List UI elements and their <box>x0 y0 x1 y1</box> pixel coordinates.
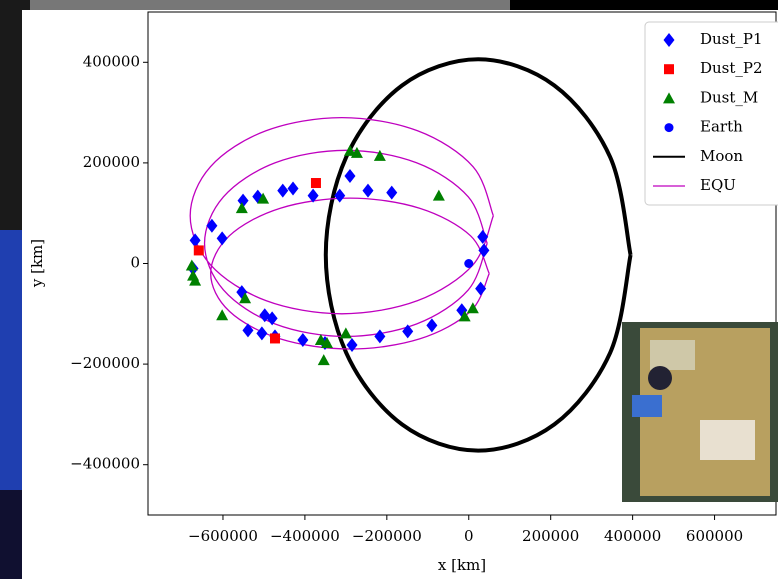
triangle-marker <box>350 146 363 158</box>
triangle-marker <box>189 274 202 286</box>
diamond-marker <box>206 218 218 233</box>
orbit-line <box>189 116 494 350</box>
photo-detail <box>632 395 662 417</box>
square-marker <box>310 178 321 189</box>
left-image <box>0 230 22 490</box>
diamond-marker <box>237 193 249 208</box>
diamond-marker <box>477 229 489 244</box>
legend-label: Moon <box>700 147 743 165</box>
y-axis-label: y [km] <box>28 239 46 288</box>
triangle-marker <box>373 149 386 161</box>
diamond-marker <box>287 181 299 196</box>
diamond-marker <box>426 318 438 333</box>
triangle-marker <box>239 292 252 304</box>
photo-detail <box>648 366 672 390</box>
diamond-marker <box>216 231 228 246</box>
triangle-marker <box>185 259 198 271</box>
triangle-marker <box>466 302 479 314</box>
triangle-marker <box>663 92 675 104</box>
legend-label: Earth <box>700 118 743 136</box>
triangle-marker <box>321 336 334 348</box>
x-tick-label: −200000 <box>352 527 422 545</box>
y-tick-label: −400000 <box>70 455 140 473</box>
x-tick-label: 200000 <box>522 527 579 545</box>
triangle-marker <box>257 192 270 204</box>
triangle-marker <box>458 310 471 322</box>
y-tick-label: 0 <box>130 254 140 272</box>
diamond-marker <box>346 337 358 352</box>
photo-detail <box>700 420 755 460</box>
diamond-marker <box>386 185 398 200</box>
diamond-marker <box>362 183 374 198</box>
diamond-marker <box>334 188 346 203</box>
y-tick-label: −200000 <box>70 354 140 372</box>
x-axis-label: x [km] <box>438 556 486 574</box>
left-image-bottom <box>0 490 22 579</box>
circle-marker <box>464 259 474 268</box>
x-tick-label: 600000 <box>686 527 743 545</box>
triangle-marker <box>314 333 327 345</box>
legend-box <box>644 21 778 206</box>
x-tick-label: 400000 <box>604 527 661 545</box>
legend-label: Dust_P1 <box>700 30 763 48</box>
legend: Dust_P1 Dust_P2 Dust_M Earth Moon EQU <box>644 21 778 206</box>
x-tick-label: 0 <box>464 527 474 545</box>
diamond-marker <box>277 183 289 198</box>
triangle-marker <box>343 144 356 156</box>
legend-label: Dust_M <box>700 88 758 106</box>
triangle-marker <box>317 354 330 366</box>
photo-detail <box>650 340 695 370</box>
top-image <box>30 0 510 10</box>
plot-area <box>185 57 633 453</box>
inset-photo <box>622 322 778 502</box>
diamond-marker <box>374 329 386 344</box>
diamond-marker <box>242 323 254 338</box>
x-tick-label: −600000 <box>188 527 258 545</box>
triangle-marker <box>216 309 229 321</box>
y-tick-label: 200000 <box>83 153 140 171</box>
x-tick-label: −400000 <box>270 527 340 545</box>
diamond-marker <box>478 243 490 258</box>
triangle-marker <box>235 202 248 214</box>
triangle-marker <box>339 327 352 339</box>
diamond-marker <box>475 281 487 296</box>
diamond-marker <box>307 188 319 203</box>
legend-label: Dust_P2 <box>700 59 763 77</box>
diamond-marker <box>344 168 356 183</box>
square-marker <box>193 245 204 256</box>
legend-label: EQU <box>700 176 736 194</box>
square-marker <box>269 333 280 344</box>
diamond-marker <box>256 326 268 341</box>
diamond-marker <box>297 332 309 347</box>
diamond-marker <box>402 324 414 339</box>
orbit-line <box>323 57 633 453</box>
y-tick-label: 400000 <box>83 52 140 70</box>
circle-marker <box>664 123 674 133</box>
diamond-marker <box>266 311 278 326</box>
diamond-marker <box>189 233 201 248</box>
triangle-marker <box>432 189 445 201</box>
diamond-marker <box>663 33 675 47</box>
square-marker <box>664 64 674 75</box>
